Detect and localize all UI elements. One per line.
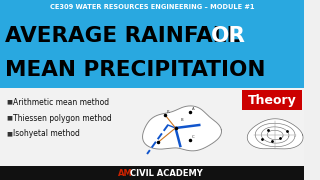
Text: P₁: P₁ bbox=[167, 110, 171, 114]
Text: Thiessen polygon method: Thiessen polygon method bbox=[13, 114, 112, 123]
Text: CE309 WATER RESOURCES ENGINEERING – MODULE #1: CE309 WATER RESOURCES ENGINEERING – MODU… bbox=[50, 4, 254, 10]
Bar bbox=[0, 88, 304, 180]
Text: AM: AM bbox=[118, 168, 132, 177]
Text: Isohyetal method: Isohyetal method bbox=[13, 129, 80, 138]
Text: CIVIL ACADEMY: CIVIL ACADEMY bbox=[130, 168, 203, 177]
Text: B: B bbox=[180, 118, 183, 122]
Bar bbox=[242, 90, 302, 110]
Bar bbox=[0, 0, 304, 14]
Bar bbox=[0, 166, 304, 180]
Bar bbox=[0, 14, 304, 88]
Text: OR: OR bbox=[211, 26, 245, 46]
Text: AVERAGE RAINFALL: AVERAGE RAINFALL bbox=[5, 26, 247, 46]
Text: A: A bbox=[192, 107, 194, 111]
Polygon shape bbox=[247, 119, 303, 149]
Text: Theory: Theory bbox=[247, 93, 296, 107]
Text: ■: ■ bbox=[7, 132, 12, 136]
Text: ■: ■ bbox=[7, 116, 12, 120]
Text: Arithmetic mean method: Arithmetic mean method bbox=[13, 98, 109, 107]
Text: C: C bbox=[192, 135, 195, 139]
Polygon shape bbox=[142, 106, 221, 151]
Text: MEAN PRECIPITATION: MEAN PRECIPITATION bbox=[5, 60, 265, 80]
Text: ■: ■ bbox=[7, 100, 12, 105]
